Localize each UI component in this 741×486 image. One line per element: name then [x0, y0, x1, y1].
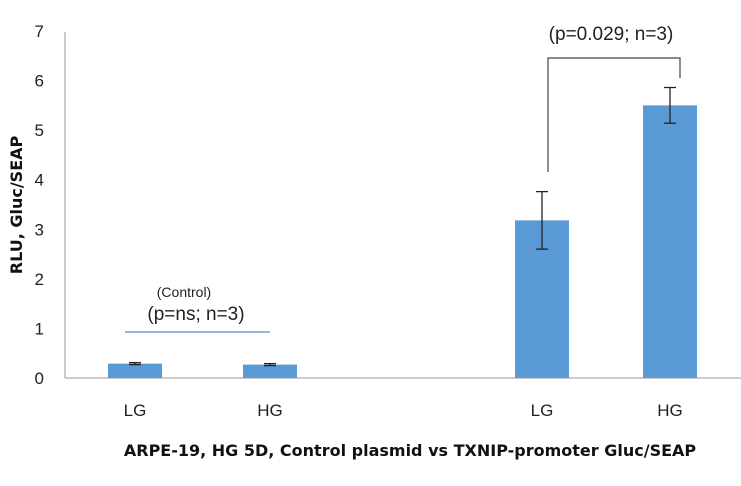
- control-stat-label: (p=ns; n=3): [147, 304, 244, 325]
- y-tick-label: 0: [35, 369, 44, 388]
- x-tick-label: HG: [257, 401, 283, 420]
- control-label: (Control): [157, 284, 211, 300]
- y-tick-label: 3: [35, 220, 44, 239]
- txnip-significance-bracket: [547, 57, 681, 172]
- x-axis-title: ARPE-19, HG 5D, Control plasmid vs TXNIP…: [124, 441, 697, 460]
- txnip-stat-label: (p=0.029; n=3): [549, 24, 674, 45]
- error-bar: [264, 362, 276, 367]
- y-tick-label: 1: [35, 319, 44, 338]
- y-tick-labels: 0 1 2 3 4 5 6 7: [35, 22, 44, 388]
- y-tick-label: 2: [35, 270, 44, 289]
- y-tick-label: 7: [35, 22, 44, 41]
- y-tick-label: 4: [35, 171, 44, 190]
- y-axis-title: RLU, Gluc/SEAP: [7, 135, 26, 274]
- bar: [643, 105, 697, 378]
- y-tick-label: 5: [35, 121, 44, 140]
- error-bars: [129, 86, 676, 367]
- bars: [108, 105, 697, 378]
- x-tick-label: LG: [531, 401, 554, 420]
- error-bar: [664, 86, 676, 124]
- bar: [243, 364, 297, 378]
- x-tick-label: HG: [657, 401, 683, 420]
- error-bar: [129, 361, 141, 366]
- bar: [108, 363, 162, 378]
- error-bar: [536, 190, 548, 250]
- x-tick-label: LG: [124, 401, 147, 420]
- category-labels: LG HG LG HG: [124, 401, 683, 420]
- y-tick-label: 6: [35, 72, 44, 91]
